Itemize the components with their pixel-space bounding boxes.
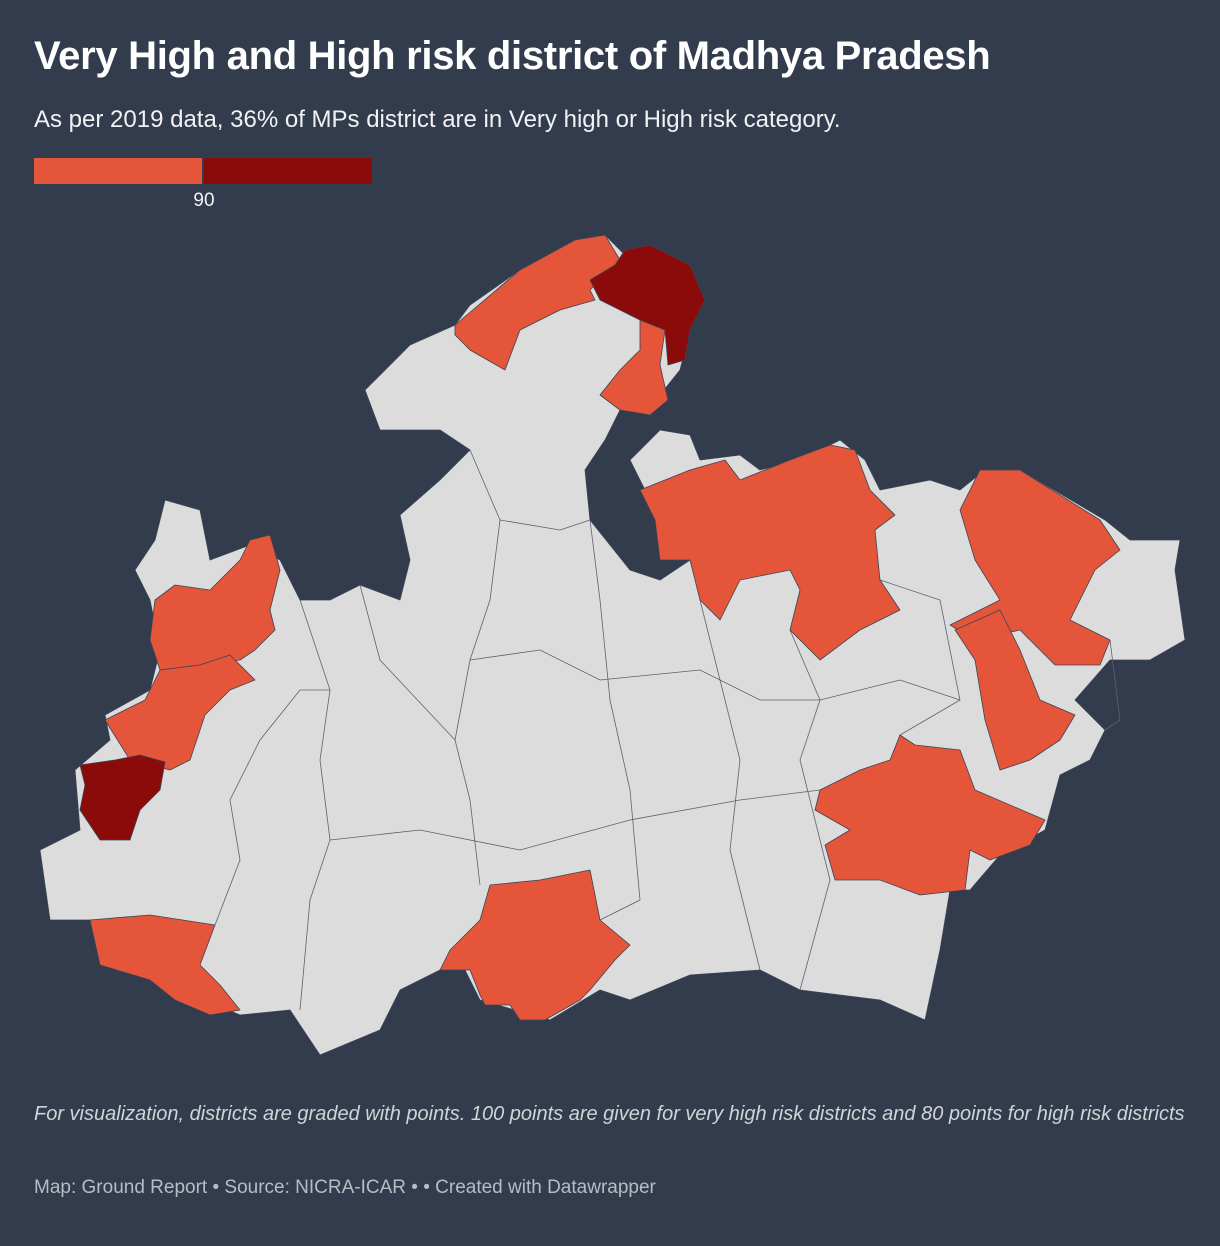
district — [79, 754, 166, 841]
district — [949, 469, 1121, 666]
legend-swatch — [34, 158, 202, 184]
district — [454, 234, 621, 371]
district — [104, 654, 256, 771]
district-borders — [214, 449, 1121, 1011]
district — [589, 244, 706, 366]
legend-swatch — [204, 158, 372, 184]
legend-tick-label: 90 — [193, 190, 214, 211]
high-risk-districts — [89, 234, 1121, 1021]
subtitle: As per 2019 data, 36% of MPs district ar… — [34, 106, 841, 133]
district — [89, 914, 241, 1016]
district — [639, 444, 901, 661]
district — [599, 319, 669, 416]
district — [439, 869, 631, 1021]
footer: Map: Ground Report • Source: NICRA-ICAR … — [34, 1177, 656, 1198]
district — [954, 609, 1076, 771]
very-high-risk-districts — [79, 244, 706, 841]
district — [814, 734, 1046, 896]
district — [149, 534, 281, 671]
notes: For visualization, districts are graded … — [34, 1103, 1185, 1125]
title: Very High and High risk district of Madh… — [34, 34, 991, 78]
state-outline — [39, 234, 1186, 1056]
legend: 90 — [34, 158, 372, 211]
